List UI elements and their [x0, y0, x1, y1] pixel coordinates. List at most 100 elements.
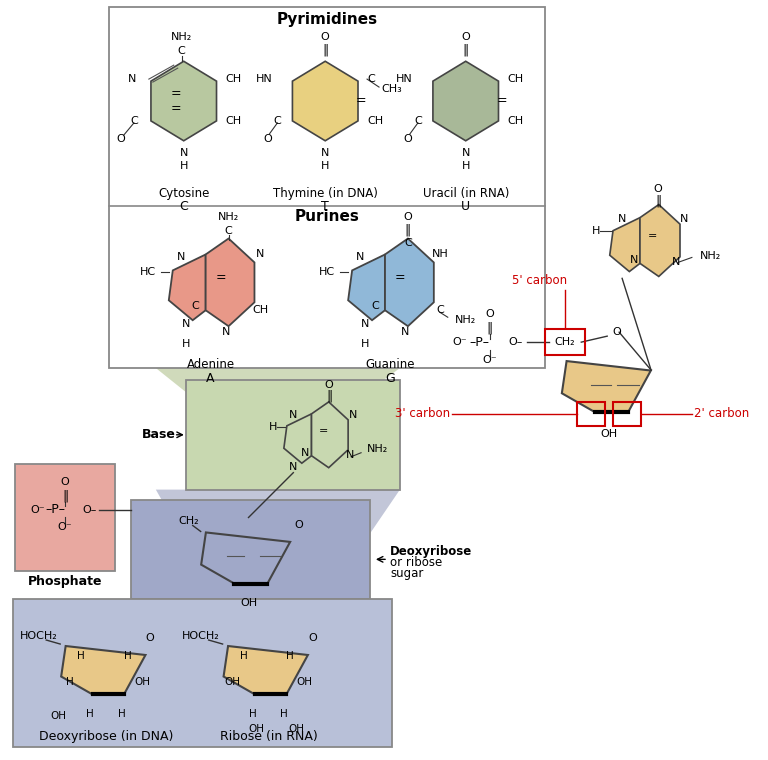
- Text: ‖: ‖: [655, 194, 661, 207]
- Polygon shape: [156, 489, 400, 534]
- Text: O: O: [321, 32, 329, 43]
- Text: O: O: [117, 134, 125, 144]
- Text: C: C: [367, 74, 375, 84]
- Text: N: N: [680, 214, 688, 223]
- Text: Deoxyribose (in DNA): Deoxyribose (in DNA): [39, 730, 174, 743]
- Text: =: =: [395, 271, 406, 284]
- Text: G: G: [385, 372, 395, 385]
- Text: Adenine: Adenine: [187, 357, 235, 371]
- Text: CH: CH: [226, 116, 242, 126]
- Text: Base: Base: [142, 429, 176, 442]
- Text: U: U: [461, 200, 470, 213]
- Text: N: N: [127, 74, 136, 84]
- Text: H: H: [286, 651, 294, 661]
- Text: Ribose (in RNA): Ribose (in RNA): [220, 730, 317, 743]
- Polygon shape: [312, 402, 348, 467]
- Polygon shape: [126, 599, 390, 610]
- Text: O: O: [403, 211, 412, 222]
- Text: =: =: [496, 94, 507, 107]
- Polygon shape: [293, 62, 358, 141]
- Text: N: N: [349, 410, 357, 420]
- Polygon shape: [201, 533, 290, 584]
- Text: O: O: [462, 32, 470, 43]
- Text: =: =: [170, 103, 181, 116]
- Text: =: =: [215, 271, 226, 284]
- Text: N: N: [401, 327, 409, 337]
- Text: Guanine: Guanine: [366, 357, 415, 371]
- Text: H: H: [181, 339, 190, 349]
- FancyBboxPatch shape: [131, 499, 370, 599]
- Text: N: N: [672, 258, 680, 268]
- Text: C: C: [436, 306, 444, 315]
- Text: 2' carbon: 2' carbon: [694, 407, 749, 420]
- Text: H: H: [361, 339, 369, 349]
- Text: –P–: –P–: [45, 503, 65, 516]
- Text: =: =: [319, 426, 328, 435]
- Text: C: C: [273, 116, 281, 126]
- Text: OH: OH: [601, 429, 617, 439]
- Text: H: H: [78, 651, 85, 661]
- Text: C: C: [178, 46, 186, 56]
- Text: ‖: ‖: [462, 44, 468, 57]
- FancyBboxPatch shape: [15, 464, 115, 572]
- Text: O–: O–: [82, 505, 96, 515]
- Text: N: N: [356, 252, 364, 262]
- Text: Uracil (in RNA): Uracil (in RNA): [422, 187, 509, 200]
- Text: H: H: [66, 677, 74, 687]
- Text: N: N: [301, 448, 310, 458]
- Text: N: N: [321, 148, 329, 158]
- Text: O: O: [613, 327, 621, 337]
- Text: H: H: [462, 161, 470, 171]
- Text: O: O: [325, 380, 333, 390]
- Text: O⁻: O⁻: [58, 522, 72, 533]
- Polygon shape: [610, 217, 640, 271]
- Text: HC: HC: [319, 268, 335, 277]
- Text: OH: OH: [288, 724, 304, 733]
- Bar: [578, 402, 605, 426]
- Text: Deoxyribose: Deoxyribose: [390, 545, 472, 558]
- Text: HOCH₂: HOCH₂: [182, 631, 220, 641]
- Text: =: =: [647, 232, 657, 242]
- Text: OH: OH: [50, 711, 66, 720]
- Text: O: O: [145, 633, 154, 643]
- Text: Phosphate: Phosphate: [28, 575, 102, 587]
- Text: H: H: [86, 709, 94, 719]
- Text: H: H: [240, 651, 247, 661]
- Polygon shape: [348, 255, 385, 320]
- Text: T: T: [321, 200, 329, 213]
- Text: HN: HN: [256, 74, 273, 84]
- Text: H: H: [592, 226, 601, 236]
- Text: A: A: [207, 372, 215, 385]
- Text: or ribose: or ribose: [390, 556, 442, 568]
- Polygon shape: [61, 646, 145, 695]
- Text: H: H: [249, 709, 257, 719]
- Text: C: C: [192, 301, 200, 312]
- Text: OH: OH: [224, 677, 240, 687]
- Text: NH₂: NH₂: [218, 211, 239, 222]
- Text: N: N: [181, 319, 190, 329]
- Text: N: N: [177, 252, 185, 262]
- Text: ‖: ‖: [486, 321, 493, 334]
- Text: H: H: [321, 161, 329, 171]
- Bar: [545, 329, 585, 355]
- Text: N: N: [462, 148, 470, 158]
- Text: N: N: [618, 214, 627, 223]
- Text: 3' carbon: 3' carbon: [395, 407, 450, 420]
- Text: O: O: [485, 309, 494, 319]
- Text: O: O: [654, 184, 662, 194]
- Text: N: N: [257, 249, 265, 259]
- Text: Pyrimidines: Pyrimidines: [276, 12, 378, 27]
- Text: =: =: [356, 94, 366, 107]
- Text: –P–: –P–: [470, 336, 490, 349]
- Polygon shape: [433, 62, 498, 141]
- Text: ‖: ‖: [62, 489, 68, 502]
- Text: N: N: [289, 410, 297, 420]
- Text: CH: CH: [253, 306, 269, 315]
- Text: Thymine (in DNA): Thymine (in DNA): [273, 187, 378, 200]
- Text: NH: NH: [432, 249, 449, 259]
- FancyBboxPatch shape: [186, 380, 400, 489]
- Bar: [613, 402, 641, 426]
- Polygon shape: [126, 599, 393, 607]
- Polygon shape: [156, 368, 400, 412]
- Text: OH: OH: [240, 598, 257, 608]
